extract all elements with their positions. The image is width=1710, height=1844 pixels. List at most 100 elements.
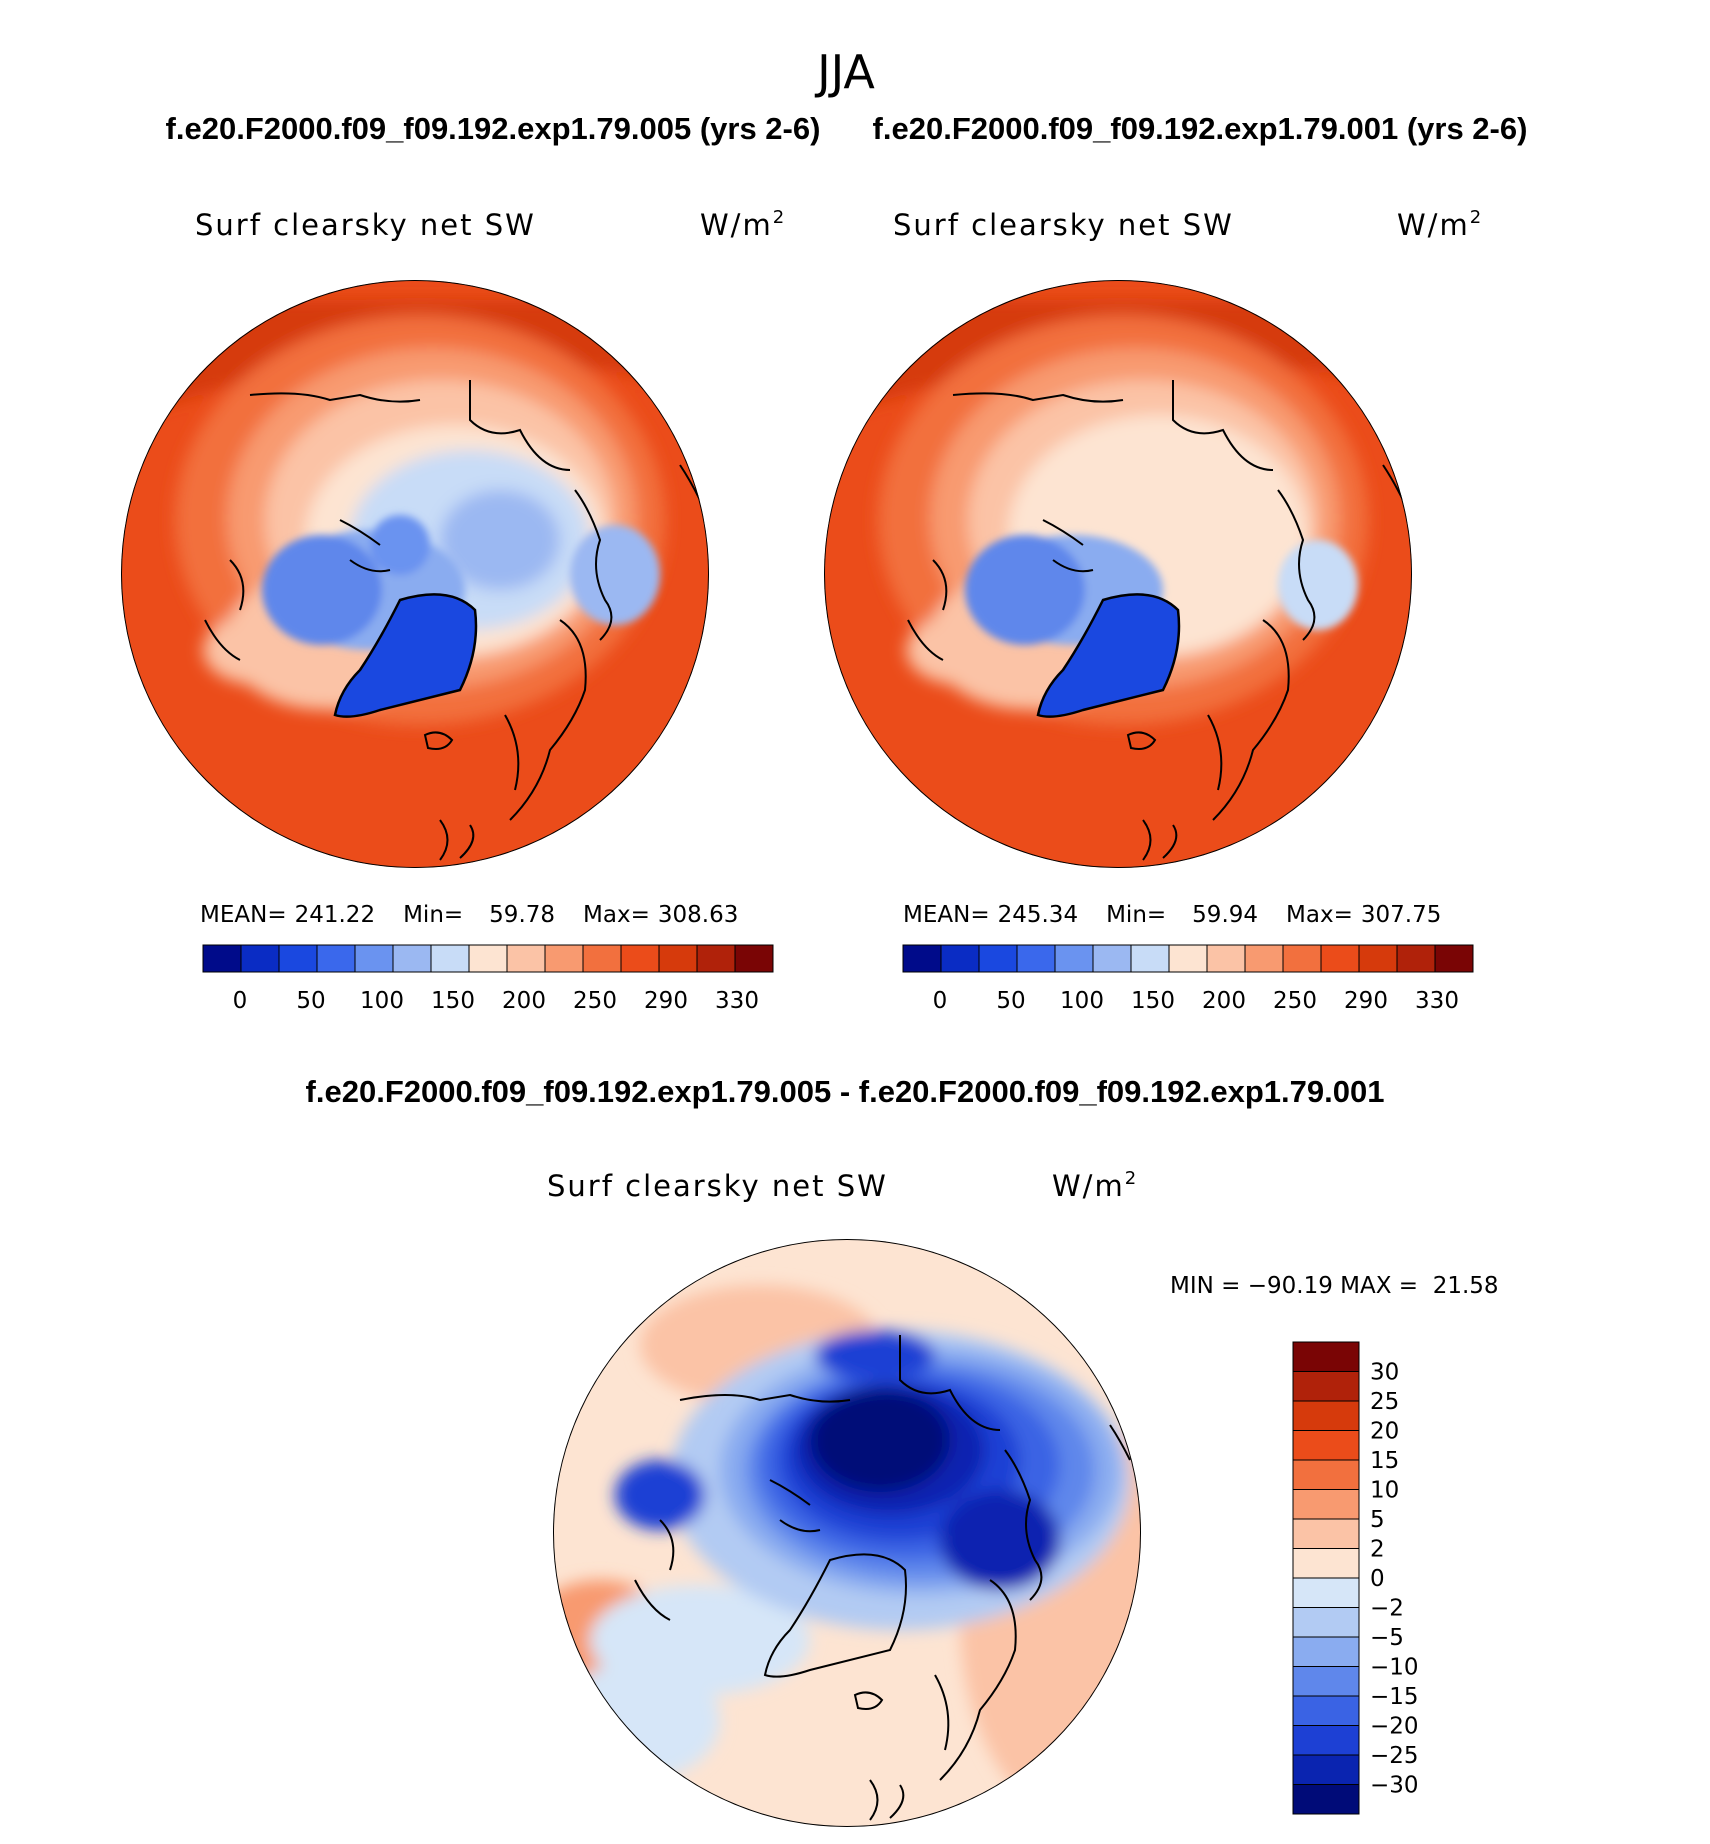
colorbar-swatch [1292,1371,1360,1402]
colorbar-tick-label: 0 [933,988,948,1014]
colorbar-tick-label: 2 [1370,1537,1385,1563]
diff-title: f.e20.F2000.f09_f09.192.exp1.79.005 - f.… [306,1074,1385,1109]
colorbar-tick-label: 50 [996,988,1025,1014]
panel-b-colorbar: 0 50 100 150 200 250 290 330 [902,944,1474,1014]
colorbar-swatch [1396,944,1436,973]
colorbar-swatch [1434,944,1474,973]
colorbar-swatch [734,944,774,973]
panel-a-map [121,280,709,868]
colorbar-swatch [316,944,356,973]
season-title: JJA [814,45,875,99]
colorbar-swatch [696,944,736,973]
colorbar-swatch [544,944,584,973]
colorbar-tick-label: 330 [1415,988,1459,1014]
colorbar-tick-label: 150 [431,988,475,1014]
colorbar-swatch [1016,944,1056,973]
colorbar-swatch [1292,1636,1360,1667]
colorbar-swatch [202,944,242,973]
colorbar-swatch [902,944,942,973]
colorbar-swatch [620,944,660,973]
colorbar-swatch [506,944,546,973]
colorbar-swatch [1292,1784,1360,1815]
panel-a-colorbar: 0 50 100 150 200 250 290 330 [202,944,774,1014]
colorbar-tick-label: −20 [1370,1714,1419,1740]
panel-diff-variable: Surf clearsky net SW [547,1169,888,1203]
colorbar-swatch [1282,944,1322,973]
colorbar-tick-label: 250 [1273,988,1317,1014]
colorbar-tick-label: −5 [1370,1625,1404,1651]
colorbar-tick-label: 100 [360,988,404,1014]
colorbar-tick-label: −10 [1370,1655,1419,1681]
panel-a-units: W/m2 [700,207,786,242]
colorbar-swatch [1130,944,1170,973]
colorbar-tick-label: 0 [1370,1566,1385,1592]
colorbar-tick-label: 330 [715,988,759,1014]
colorbar-swatch [1292,1666,1360,1697]
panel-b-stats: MEAN= 245.34 Min= 59.94 Max= 307.75 [903,902,1441,928]
colorbar-swatch [1292,1548,1360,1579]
panel-b-units: W/m2 [1397,207,1483,242]
colorbar-tick-label: −2 [1370,1596,1404,1622]
colorbar-swatch [1320,944,1360,973]
colorbar-tick-label: 20 [1370,1419,1399,1445]
panel-a-variable: Surf clearsky net SW [195,208,536,242]
colorbar-tick-label: −30 [1370,1773,1419,1799]
colorbar-swatch [1292,1725,1360,1756]
colorbar-tick-label: 15 [1370,1448,1399,1474]
case-b-title: f.e20.F2000.f09_f09.192.exp1.79.001 (yrs… [873,111,1528,146]
colorbar-swatch [940,944,980,973]
colorbar-swatch [1206,944,1246,973]
panel-diff-range: MIN = −90.19 MAX = 21.58 [1170,1273,1499,1299]
colorbar-swatch [1292,1459,1360,1490]
colorbar-tick-label: 200 [502,988,546,1014]
panel-b: Surf clearsky net SW W/m2 [824,207,1483,1014]
panel-b-variable: Surf clearsky net SW [893,208,1234,242]
colorbar-swatch [582,944,622,973]
colorbar-tick-label: 50 [296,988,325,1014]
panel-diff-units: W/m2 [1052,1168,1138,1203]
colorbar-swatch [1292,1577,1360,1608]
colorbar-tick-label: 25 [1370,1389,1399,1415]
panel-diff: Surf clearsky net SW W/m2 MIN = −90.19 M… [547,1168,1499,1827]
colorbar-tick-label: 250 [573,988,617,1014]
colorbar-swatch [1244,944,1284,973]
colorbar-swatch [1292,1754,1360,1785]
colorbar-swatch [430,944,470,973]
panel-a-stats: MEAN= 241.22 Min= 59.78 Max= 308.63 [200,902,738,928]
colorbar-swatch [1292,1489,1360,1520]
colorbar-swatch [1092,944,1132,973]
colorbar-swatch [658,944,698,973]
colorbar-tick-label: 10 [1370,1478,1399,1504]
colorbar-swatch [1292,1400,1360,1431]
case-a-title: f.e20.F2000.f09_f09.192.exp1.79.005 (yrs… [166,111,821,146]
colorbar-swatch [1054,944,1094,973]
colorbar-swatch [278,944,318,973]
colorbar-swatch [1358,944,1398,973]
colorbar-swatch [392,944,432,973]
colorbar-swatch [1292,1607,1360,1638]
panel-diff-map [553,1239,1141,1827]
colorbar-tick-label: 290 [1344,988,1388,1014]
colorbar-tick-label: 100 [1060,988,1104,1014]
colorbar-tick-label: −25 [1370,1743,1419,1769]
colorbar-swatch [978,944,1018,973]
colorbar-swatch [1168,944,1208,973]
colorbar-swatch [1292,1518,1360,1549]
colorbar-tick-label: 290 [644,988,688,1014]
colorbar-tick-label: 200 [1202,988,1246,1014]
colorbar-tick-label: 0 [233,988,248,1014]
colorbar-tick-label: 30 [1370,1360,1399,1386]
panel-a: Surf clearsky net SW W/m2 [121,207,786,1014]
colorbar-swatch [240,944,280,973]
colorbar-tick-label: −15 [1370,1684,1419,1710]
colorbar-swatch [354,944,394,973]
colorbar-swatch [468,944,508,973]
colorbar-swatch [1292,1695,1360,1726]
colorbar-swatch [1292,1430,1360,1461]
colorbar-swatch [1292,1341,1360,1372]
panel-b-map [824,280,1412,868]
colorbar-tick-label: 5 [1370,1507,1385,1533]
colorbar-tick-label: 150 [1131,988,1175,1014]
